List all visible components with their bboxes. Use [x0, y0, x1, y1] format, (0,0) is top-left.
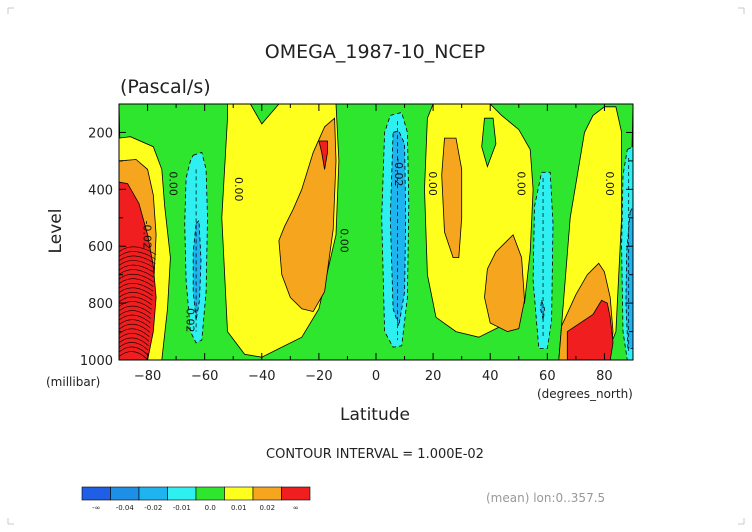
y-axis-label: Level — [46, 209, 66, 254]
contour-line — [119, 278, 154, 287]
x-axis-units: (degrees_north) — [537, 387, 633, 401]
region-blue-equator — [389, 130, 407, 327]
contour-line — [119, 342, 149, 351]
x-tick-label: −80 — [134, 369, 161, 384]
contour-line — [119, 246, 157, 256]
y-tick-label: 200 — [88, 126, 113, 141]
colorbar-label: 0.02 — [259, 504, 275, 512]
mean-longitude-note: (mean) lon:0..357.5 — [486, 491, 605, 505]
contour-lines — [119, 121, 630, 360]
colorbar-label: 0.0 — [205, 504, 216, 512]
colorbar-label: -∞ — [92, 504, 100, 512]
region-red-north-polar — [566, 299, 614, 360]
contour-labels: 0.00 -0.02 0.00 0.00 -0.02 0.00 0.00 0.00 0.02 — [141, 158, 617, 332]
colorbar-label: -0.04 — [116, 504, 135, 512]
colorbar-swatch — [81, 486, 111, 501]
contour-line — [119, 346, 148, 356]
contour-label: 0.02 — [183, 308, 196, 333]
contour-line — [119, 351, 148, 360]
y-tick-label: 1000 — [80, 354, 113, 369]
contour-line — [119, 305, 152, 315]
contour-line — [119, 255, 156, 265]
contour-line — [119, 264, 155, 274]
colorbar-swatch — [195, 486, 225, 501]
region-green-north-dot — [481, 117, 497, 168]
colorbar-label: -0.01 — [173, 504, 191, 512]
colorbar-swatch — [138, 486, 168, 501]
x-tick-label: 40 — [482, 369, 499, 384]
contour-line — [119, 287, 153, 296]
region-blue-north-polar — [625, 206, 633, 350]
chart-title: OMEGA_1987-10_NCEP — [265, 41, 485, 63]
y-tick-label: 800 — [88, 297, 113, 312]
contour-line — [119, 310, 151, 319]
colorbar-label: -0.02 — [144, 504, 162, 512]
contour-line — [119, 328, 150, 337]
contour-line — [119, 269, 155, 278]
region-orange-north-1 — [441, 137, 463, 259]
x-tick-label: 0 — [372, 369, 380, 384]
region-red-subtropic-south — [318, 140, 328, 170]
contour-line — [119, 319, 151, 328]
contour-line — [119, 337, 149, 346]
region-cyan-north — [532, 171, 554, 350]
x-tick-label: 60 — [539, 369, 556, 384]
colorbar: -∞ -0.04 -0.02 -0.01 0.0 0.01 0.02 ∞ — [81, 486, 311, 512]
contour-label: 0.00 — [338, 228, 351, 253]
contour-line — [119, 314, 151, 324]
colorbar-swatch — [167, 486, 197, 501]
contour-line — [119, 292, 153, 301]
colorbar-swatch — [110, 486, 140, 501]
contour-line — [119, 296, 153, 306]
contour-label: 0.00 — [515, 171, 528, 196]
colorbar-swatch — [252, 486, 282, 501]
colorbar-label: 0.01 — [231, 504, 247, 512]
colorbar-swatch — [224, 486, 254, 501]
y-axis-units: (millibar) — [46, 375, 100, 389]
contour-label: 0.00 — [232, 177, 245, 202]
region-orange-subtropic-south — [278, 117, 337, 313]
x-tick-label: 20 — [425, 369, 442, 384]
contour-label: 0.00 — [166, 171, 179, 196]
contour-line — [119, 333, 150, 342]
contour-line — [119, 283, 154, 292]
axis-ticks: −80 −60 −40 −20 0 20 40 60 80 200 400 600 800 1000 — [80, 103, 634, 384]
contour-field — [119, 104, 633, 360]
x-tick-label: −20 — [305, 369, 332, 384]
x-tick-label: −60 — [191, 369, 218, 384]
contour-line — [119, 260, 156, 269]
y-tick-label: 400 — [88, 183, 113, 198]
y-tick-label: 600 — [88, 240, 113, 255]
contour-line — [119, 301, 152, 310]
x-axis-label: Latitude — [340, 405, 410, 425]
contour-label: 0.00 — [426, 171, 439, 196]
page-corner-marks — [7, 7, 745, 525]
contour-label: 0.00 — [603, 171, 616, 196]
x-tick-label: 80 — [596, 369, 613, 384]
chart-subtitle: (Pascal/s) — [120, 76, 211, 98]
contour-label: -0.02 — [392, 158, 405, 186]
colorbar-label: ∞ — [293, 504, 299, 512]
contour-label: -0.02 — [141, 221, 154, 249]
contour-interval-note: CONTOUR INTERVAL = 1.000E-02 — [266, 447, 484, 462]
region-blue-south — [192, 219, 202, 321]
region-orange-north-2 — [484, 234, 525, 333]
region-blue-north-dot — [540, 300, 545, 321]
contour-line — [119, 324, 150, 333]
x-tick-label: −40 — [248, 369, 275, 384]
contour-line — [119, 251, 156, 260]
colorbar-swatch — [281, 486, 311, 501]
contour-line — [119, 273, 155, 283]
